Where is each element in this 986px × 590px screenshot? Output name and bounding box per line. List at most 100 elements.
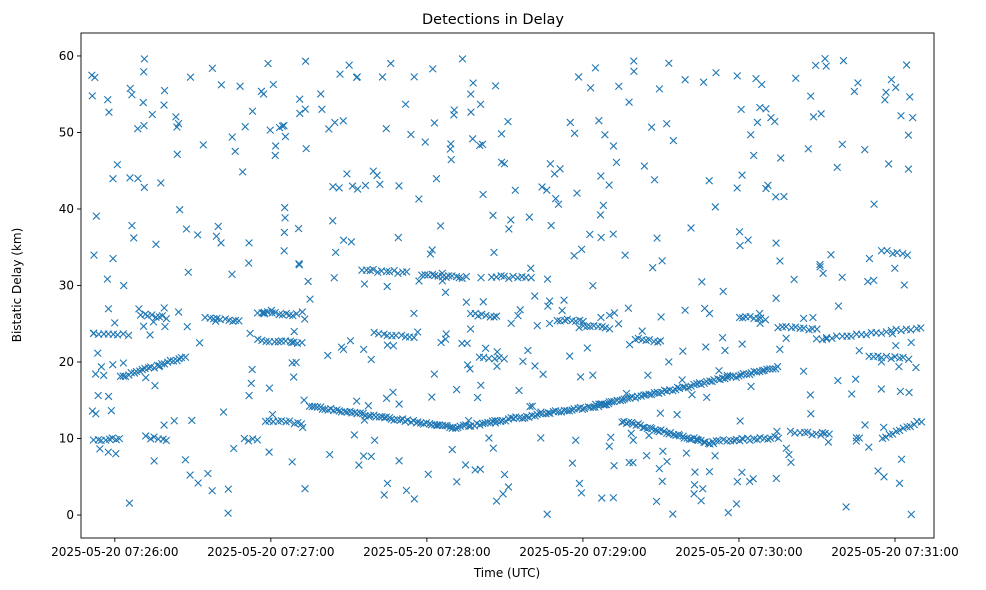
detection-marker xyxy=(295,95,304,103)
detection-marker xyxy=(491,354,499,363)
detection-marker xyxy=(208,486,216,495)
detection-marker xyxy=(402,486,411,495)
detection-marker xyxy=(119,359,128,367)
detection-marker xyxy=(162,314,171,323)
detection-marker xyxy=(600,400,609,409)
detection-marker xyxy=(224,485,233,493)
detection-marker xyxy=(162,436,171,445)
detection-marker xyxy=(574,404,582,413)
detection-marker xyxy=(157,179,165,187)
detection-marker xyxy=(88,92,97,100)
detection-marker xyxy=(750,367,758,376)
detection-marker xyxy=(546,160,555,168)
detection-marker xyxy=(410,495,419,503)
detection-marker xyxy=(113,160,122,169)
detection-marker xyxy=(262,337,270,346)
detection-marker xyxy=(753,118,762,127)
detection-marker xyxy=(650,175,659,184)
detection-marker xyxy=(244,259,253,267)
detection-marker xyxy=(705,176,714,185)
detection-marker xyxy=(832,332,841,340)
detection-marker xyxy=(688,390,696,399)
detection-marker xyxy=(570,251,579,260)
detection-marker xyxy=(450,111,458,119)
detection-marker xyxy=(692,435,701,443)
detection-marker xyxy=(574,73,583,81)
detection-marker xyxy=(396,416,405,424)
detection-marker xyxy=(662,119,671,128)
detection-marker xyxy=(554,200,563,209)
detection-marker xyxy=(383,282,392,291)
detection-marker xyxy=(558,306,566,315)
detection-marker xyxy=(369,167,378,175)
detection-marker xyxy=(718,333,727,342)
detection-marker xyxy=(543,275,552,283)
detection-marker xyxy=(699,78,708,87)
detection-marker xyxy=(277,416,286,425)
detection-marker xyxy=(110,319,119,327)
detection-marker xyxy=(597,172,605,180)
detection-marker xyxy=(359,452,368,460)
detection-marker xyxy=(133,124,142,133)
detection-marker xyxy=(780,192,788,201)
detection-marker xyxy=(530,292,539,300)
detection-marker xyxy=(566,118,575,127)
detection-marker xyxy=(899,249,907,258)
detection-marker xyxy=(758,367,767,375)
detection-marker xyxy=(498,416,507,425)
detection-marker xyxy=(172,113,180,121)
detection-marker xyxy=(88,407,97,415)
detection-marker xyxy=(155,362,163,371)
detection-marker xyxy=(563,315,572,324)
detection-marker xyxy=(539,370,547,379)
detection-marker xyxy=(772,474,781,483)
detection-marker xyxy=(791,323,800,331)
detection-marker xyxy=(228,133,236,141)
detection-marker xyxy=(702,377,711,386)
detection-marker xyxy=(275,123,284,132)
detection-marker xyxy=(241,122,250,131)
detection-marker xyxy=(150,433,158,441)
detection-marker xyxy=(774,434,783,443)
detection-marker xyxy=(335,184,343,192)
detection-marker xyxy=(135,305,143,313)
detection-marker xyxy=(622,389,631,398)
detection-marker xyxy=(452,477,461,486)
chart-title: Detections in Delay xyxy=(422,12,564,28)
detection-marker xyxy=(585,230,594,239)
detection-marker xyxy=(554,407,563,416)
detection-marker xyxy=(749,151,758,160)
detection-marker xyxy=(485,434,493,442)
detection-marker xyxy=(763,365,771,374)
detection-marker xyxy=(782,444,791,453)
detection-marker xyxy=(476,100,485,109)
detection-marker xyxy=(468,135,477,143)
detection-marker xyxy=(104,304,113,313)
detection-marker xyxy=(149,318,158,326)
detection-marker xyxy=(298,338,306,347)
detection-marker xyxy=(806,391,815,399)
detection-marker xyxy=(575,323,583,332)
detection-marker xyxy=(126,174,134,182)
detection-marker xyxy=(658,477,667,486)
detection-marker xyxy=(97,362,106,371)
detection-marker xyxy=(904,355,913,364)
detection-marker xyxy=(803,428,812,436)
detection-marker xyxy=(265,448,273,456)
detection-marker xyxy=(645,390,653,399)
detection-marker xyxy=(139,68,148,76)
detection-marker xyxy=(906,422,915,431)
detection-marker xyxy=(597,233,605,242)
detection-marker xyxy=(906,326,915,334)
detection-marker xyxy=(804,145,813,153)
detection-marker xyxy=(624,418,633,427)
detection-marker xyxy=(764,181,772,190)
detection-marker xyxy=(386,59,395,68)
x-axis-label: Time (UTC) xyxy=(473,566,540,580)
detection-marker xyxy=(895,362,903,371)
y-tick-label: 40 xyxy=(59,202,74,216)
detection-marker xyxy=(583,344,592,352)
detection-marker xyxy=(383,479,392,488)
detection-marker xyxy=(658,257,666,265)
detection-marker xyxy=(467,108,475,116)
